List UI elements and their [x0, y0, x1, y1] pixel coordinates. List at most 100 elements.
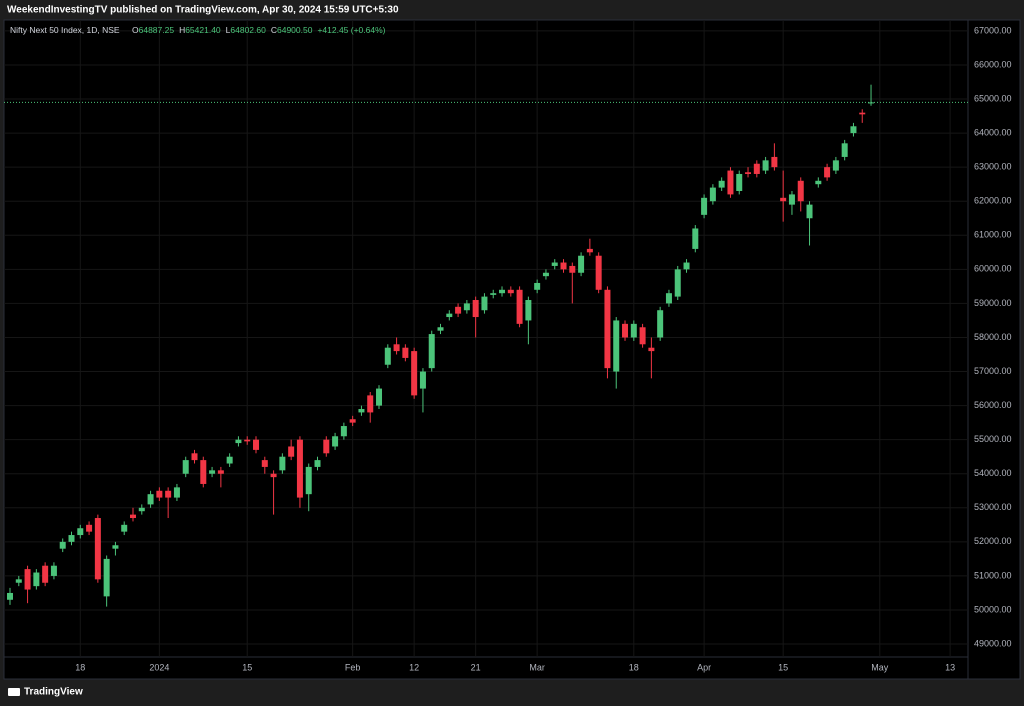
candle-body [323, 439, 330, 454]
candle-body [165, 490, 172, 498]
candle-body [551, 262, 558, 266]
candle-body [832, 160, 839, 171]
legend-value: 64802.60 [230, 25, 266, 35]
chart-panel [3, 19, 1021, 680]
candle-body [24, 569, 31, 590]
candle-body [569, 265, 576, 273]
candle-body [279, 456, 286, 471]
candle-body [270, 473, 277, 478]
y-tick-label: 55000.00 [974, 434, 1012, 444]
y-tick-label: 59000.00 [974, 298, 1012, 308]
candle-body [94, 518, 101, 580]
plot [4, 20, 968, 657]
x-tick-label: May [871, 662, 889, 672]
candle-body [604, 289, 611, 369]
candle-body [261, 460, 268, 467]
candle-body [578, 255, 585, 273]
candle-body [472, 300, 479, 318]
candle-body [296, 439, 303, 498]
legend-key: H [179, 25, 185, 35]
candle-body [253, 439, 260, 450]
candle-body [226, 456, 233, 464]
candle-body [762, 160, 769, 171]
candle-body [753, 163, 760, 174]
candle-body [358, 409, 365, 413]
candle-body [15, 579, 22, 583]
candle-body [384, 347, 391, 365]
candle-body [130, 514, 137, 519]
brand-name: TradingView [24, 687, 83, 698]
candle-body [490, 293, 497, 295]
candle-body [235, 439, 242, 444]
candle-body [138, 507, 145, 512]
legend-value: 64887.25 [139, 25, 175, 35]
candle-body [147, 494, 154, 505]
candle-body [727, 170, 734, 195]
candle-body [674, 269, 681, 297]
candle-body [499, 289, 506, 294]
symbol-title: Nifty Next 50 Index, 1D, NSE [10, 25, 120, 35]
logo-icon [8, 688, 20, 696]
candle-body [173, 487, 180, 498]
candle-body [771, 156, 778, 168]
legend-value: 65421.40 [185, 25, 221, 35]
candle-body [305, 466, 312, 495]
candle-body [156, 490, 163, 498]
y-tick-label: 65000.00 [974, 93, 1012, 103]
candle-body [507, 289, 514, 294]
candle-body [806, 204, 813, 219]
y-tick-label: 63000.00 [974, 162, 1012, 172]
candle-body [244, 439, 251, 442]
candle-body [314, 460, 321, 467]
y-tick-label: 51000.00 [974, 570, 1012, 580]
candle-body [349, 419, 356, 423]
legend-key: L [226, 25, 231, 35]
brand-logo: TradingView [8, 687, 83, 698]
candle-body [859, 112, 866, 115]
candle-body [797, 180, 804, 202]
candle-body [33, 572, 40, 587]
candle-body [542, 272, 549, 277]
candle-body [77, 528, 84, 536]
candle-body [481, 296, 488, 311]
x-tick-label: Mar [529, 662, 545, 672]
candle-body [217, 470, 224, 474]
candle-body [824, 167, 831, 178]
candle-body [613, 320, 620, 372]
candle-body [428, 334, 435, 369]
x-tick-label: 15 [778, 662, 788, 672]
candle-body [182, 460, 189, 474]
candle-body [332, 436, 339, 447]
candle-body [463, 303, 470, 311]
candle-body [534, 282, 541, 290]
candle-body [191, 453, 198, 461]
candle-body [419, 371, 426, 389]
candle-body [446, 313, 453, 318]
x-tick-label: 18 [75, 662, 85, 672]
x-tick-label: Apr [697, 662, 711, 672]
y-tick-label: 62000.00 [974, 196, 1012, 206]
candle-body [701, 197, 708, 215]
x-tick-label: 21 [471, 662, 481, 672]
candle-body [525, 300, 532, 321]
candle-body [648, 347, 655, 352]
candle-body [788, 194, 795, 205]
y-tick-label: 67000.00 [974, 25, 1012, 35]
candle-body [437, 327, 444, 331]
legend-change: +412.45 (+0.64%) [317, 25, 385, 35]
publisher-header: WeekendInvestingTV published on TradingV… [7, 5, 399, 16]
candle-body [639, 327, 646, 345]
candle-body [411, 351, 418, 396]
candle-body [402, 347, 409, 358]
x-tick-label: 2024 [149, 662, 169, 672]
candle-body [560, 262, 567, 270]
candle-body [42, 565, 49, 583]
x-tick-label: 12 [409, 662, 419, 672]
legend-key: C [271, 25, 277, 35]
candle-body [367, 395, 374, 413]
candle-body [683, 262, 690, 270]
y-tick-label: 64000.00 [974, 127, 1012, 137]
candle-body [7, 592, 13, 600]
candle-body [586, 248, 593, 253]
